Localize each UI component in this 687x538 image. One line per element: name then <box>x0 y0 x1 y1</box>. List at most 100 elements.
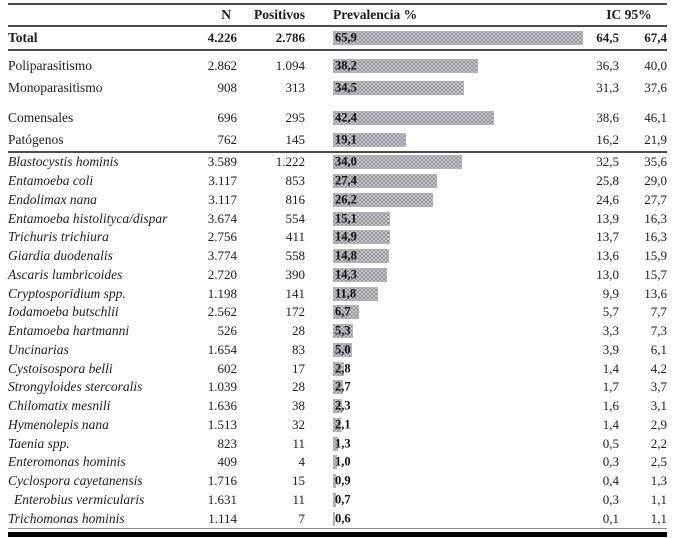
table-row: Giardia duodenalis 3.774 558 14,8 13,6 15,9 <box>8 247 667 266</box>
row-label: Ascaris lumbricoides <box>8 266 123 282</box>
table-row: Enterobius vermicularis 1.631 11 0,7 0,3 1,1 <box>8 491 667 510</box>
table-bottom-thin-border <box>8 528 667 529</box>
row-label: Cryptosporidium spp. <box>8 285 126 301</box>
prevalence-value: 34,0 <box>335 154 357 169</box>
row-spacer <box>8 99 667 107</box>
header-divider <box>8 25 667 27</box>
row-label: Endolimax nana <box>8 191 97 207</box>
prevalence-value: 15,1 <box>335 211 357 226</box>
prevalence-value: 1,3 <box>335 436 351 451</box>
n-value: 3.117 <box>208 173 237 189</box>
ci-low-value: 1,4 <box>602 416 619 432</box>
positivos-value: 554 <box>285 210 306 226</box>
row-label: Entamoeba hartmanni <box>8 323 130 339</box>
row-label: Iodamoeba butschlii <box>8 304 119 320</box>
ci-high-value: 67,4 <box>644 30 667 45</box>
col-header-positivos: Positivos <box>253 7 305 22</box>
ci-low-value: 5,7 <box>602 304 619 320</box>
prevalence-value: 26,2 <box>335 192 357 207</box>
row-label: Uncinarias <box>8 341 69 357</box>
positivos-value: 32 <box>292 416 305 432</box>
prevalence-value: 14,9 <box>335 229 357 244</box>
prevalence-bar <box>333 133 406 147</box>
table-bottom-thick-border <box>8 532 667 537</box>
row-label: Monoparasitismo <box>8 80 103 95</box>
prevalence-bar <box>333 81 465 95</box>
positivos-value: 313 <box>285 80 306 95</box>
prevalence-value: 6,7 <box>335 304 351 319</box>
table-row: Entamoeba coli 3.117 853 27,4 25,8 29,0 <box>8 172 667 191</box>
ci-low-value: 0,3 <box>602 491 619 507</box>
prevalence-value: 1,0 <box>335 454 351 469</box>
n-value: 3.774 <box>207 248 237 264</box>
ci-high-value: 21,9 <box>644 132 667 147</box>
ci-low-value: 3,3 <box>602 323 619 339</box>
n-value: 1.654 <box>207 341 237 357</box>
table-row: Entamoeba histolityca/dispar 3.674 554 15,1… <box>8 209 667 228</box>
ci-high-value: 2,2 <box>650 435 667 451</box>
ci-high-value: 6,1 <box>650 341 667 357</box>
prevalence-value: 5,0 <box>335 342 351 357</box>
prevalence-value: 14,3 <box>335 267 357 282</box>
row-label: Blastocystis hominis <box>8 154 119 170</box>
row-label: Cystoisospora belli <box>8 360 113 376</box>
prevalence-value: 19,1 <box>335 132 357 147</box>
prevalence-bar <box>333 31 584 45</box>
n-value: 1.636 <box>207 398 237 414</box>
row-label: Total <box>8 30 38 45</box>
n-value: 4.226 <box>207 30 237 45</box>
prevalence-bar <box>333 111 495 125</box>
positivos-value: 145 <box>285 132 306 147</box>
ci-low-value: 13,7 <box>596 229 619 245</box>
prevalence-value: 0,9 <box>335 473 351 488</box>
ci-low-value: 13,0 <box>596 266 619 282</box>
ci-low-value: 1,4 <box>602 360 619 376</box>
prevalence-bar <box>333 305 359 320</box>
row-label: Trichomonas hominis <box>8 510 125 526</box>
prevalence-bar <box>333 474 337 489</box>
prevalence-cell: 5,0 <box>305 341 591 360</box>
prevalence-value: 14,8 <box>335 248 357 263</box>
ci-high-value: 15,9 <box>644 248 667 264</box>
prevalence-cell: 5,3 <box>305 322 591 341</box>
ci-low-value: 0,1 <box>602 510 619 526</box>
prevalence-bar <box>333 155 463 170</box>
prevalence-value: 2,1 <box>335 417 351 432</box>
prevalence-cell: 34,0 <box>305 153 591 172</box>
n-value: 3.589 <box>207 154 237 170</box>
positivos-value: 411 <box>285 229 305 245</box>
positivos-value: 295 <box>285 110 306 125</box>
prevalence-bar <box>333 436 338 451</box>
prevalence-cell: 1,0 <box>305 453 591 472</box>
table-row: Poliparasitismo 2.862 1.094 38,2 36,3 40,0 <box>8 55 667 77</box>
row-label: Comensales <box>8 110 74 125</box>
n-value: 1.039 <box>207 379 237 395</box>
ci-low-value: 64,5 <box>596 30 619 45</box>
row-label: Trichuris trichiura <box>8 229 109 245</box>
prevalence-cell: 0,7 <box>305 491 591 510</box>
ci-low-value: 0,3 <box>602 454 619 470</box>
table-row: Trichomonas hominis 1.114 7 0,6 0,1 1,1 <box>8 509 667 528</box>
n-value: 3.674 <box>207 210 237 226</box>
prevalence-bar <box>333 59 479 73</box>
prevalence-bar <box>333 380 344 395</box>
prevalence-bar <box>333 511 336 526</box>
prevalence-bar <box>333 399 342 414</box>
prevalence-value: 42,4 <box>335 110 357 125</box>
ci-low-value: 3,9 <box>602 341 619 357</box>
row-label: Entamoeba histolityca/dispar <box>8 210 168 226</box>
col-header-n: N <box>221 7 231 22</box>
ci-high-value: 1,1 <box>650 510 667 526</box>
positivos-value: 11 <box>292 491 305 507</box>
prevalence-cell: 19,1 <box>305 129 591 151</box>
ci-high-value: 2,5 <box>650 454 667 470</box>
col-header-prevalencia: Prevalencia % <box>333 7 418 22</box>
prevalence-value: 27,4 <box>335 173 357 188</box>
n-value: 696 <box>217 110 238 125</box>
prevalence-bar <box>333 492 336 507</box>
table-row: Trichuris trichiura 2.756 411 14,9 13,7 16,3 <box>8 228 667 247</box>
table-row: Cystoisospora belli 602 17 2,8 1,4 4,2 <box>8 359 667 378</box>
row-label: Giardia duodenalis <box>8 248 113 264</box>
table-row: Comensales 696 295 42,4 38,6 46,1 <box>8 107 667 129</box>
